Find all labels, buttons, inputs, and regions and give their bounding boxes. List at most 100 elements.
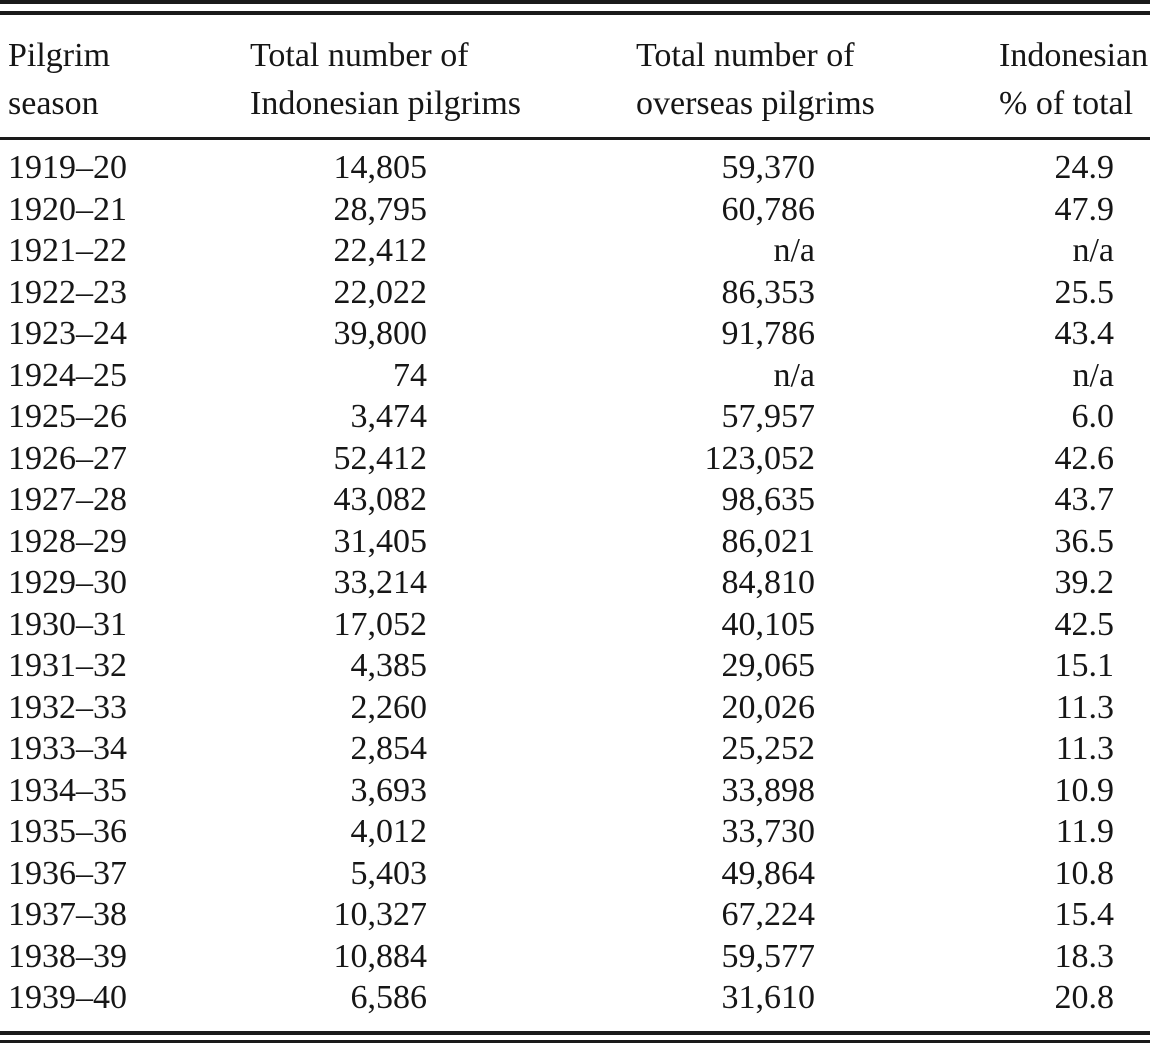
cell-indonesian-pilgrims: 3,474 — [350, 398, 428, 435]
table-row: 1934–35 3,693 33,898 10.9 — [0, 770, 1150, 812]
cell-overseas-pilgrims: 33,730 — [721, 813, 816, 850]
cell-indonesian-pilgrims: 39,800 — [333, 315, 428, 352]
cell-overseas-pilgrims: 57,957 — [721, 398, 816, 435]
table-row: 1939–40 6,586 31,610 20.8 — [0, 977, 1150, 1019]
cell-overseas-pilgrims: 20,026 — [721, 688, 816, 726]
cell-indonesian-pilgrims: 33,214 — [333, 564, 428, 601]
table-row: 1927–28 43,082 98,635 43.7 — [0, 479, 1150, 521]
cell-overseas-pilgrims: 59,577 — [721, 937, 816, 975]
cell-pilgrim-season: 1928–29 — [8, 522, 127, 560]
header-line: Total number of — [636, 37, 855, 74]
header-row: Pilgrim season Total number of Indonesia… — [0, 15, 1150, 140]
table-row: 1933–34 2,854 25,252 11.3 — [0, 728, 1150, 770]
cell-overseas-pilgrims: 33,898 — [721, 771, 816, 809]
table-row: 1925–26 3,474 57,957 6.0 — [0, 396, 1150, 438]
cell-indonesian-pilgrims: 2,854 — [350, 730, 428, 767]
cell-overseas-pilgrims: 84,810 — [721, 564, 816, 601]
header-line: % of total — [999, 85, 1134, 122]
cell-indonesian-percent: 15.1 — [1054, 647, 1115, 684]
bottom-double-rule — [0, 1030, 1150, 1043]
table-row: 1935–36 4,012 33,730 11.9 — [0, 811, 1150, 853]
cell-indonesian-percent: 10.8 — [1054, 854, 1115, 892]
pilgrim-statistics-table: Pilgrim season Total number of Indonesia… — [0, 15, 1150, 1019]
cell-overseas-pilgrims: 98,635 — [721, 481, 816, 518]
cell-indonesian-percent: 25.5 — [1054, 273, 1115, 311]
cell-pilgrim-season: 1924–25 — [8, 356, 127, 394]
cell-indonesian-pilgrims: 31,405 — [333, 522, 428, 560]
cell-pilgrim-season: 1939–40 — [8, 979, 127, 1016]
cell-pilgrim-season: 1938–39 — [8, 937, 127, 975]
cell-pilgrim-season: 1921–22 — [8, 232, 127, 269]
header-line: Indonesian pilgrims — [250, 85, 522, 122]
cell-pilgrim-season: 1934–35 — [8, 771, 127, 809]
cell-indonesian-percent: 11.9 — [1055, 813, 1114, 850]
table-row: 1919–20 14,805 59,370 24.9 — [0, 139, 1150, 189]
cell-pilgrim-season: 1929–30 — [8, 564, 127, 601]
table-row: 1922–23 22,022 86,353 25.5 — [0, 272, 1150, 314]
cell-pilgrim-season: 1927–28 — [8, 481, 127, 518]
cell-indonesian-pilgrims: 14,805 — [333, 149, 428, 186]
table-row: 1928–29 31,405 86,021 36.5 — [0, 521, 1150, 563]
cell-indonesian-pilgrims: 52,412 — [333, 439, 428, 477]
cell-pilgrim-season: 1926–27 — [8, 439, 127, 477]
cell-pilgrim-season: 1922–23 — [8, 273, 127, 311]
cell-indonesian-pilgrims: 6,586 — [350, 979, 428, 1016]
cell-indonesian-percent: 42.5 — [1054, 605, 1115, 643]
header-line: season — [8, 85, 99, 122]
cell-indonesian-percent: n/a — [1072, 232, 1114, 269]
cell-indonesian-pilgrims: 10,327 — [333, 896, 428, 933]
cell-indonesian-pilgrims: 74 — [393, 356, 427, 394]
cell-pilgrim-season: 1937–38 — [8, 896, 127, 933]
cell-indonesian-percent: 24.9 — [1054, 149, 1115, 186]
cell-indonesian-pilgrims: 22,412 — [333, 232, 428, 269]
cell-pilgrim-season: 1932–33 — [8, 688, 127, 726]
cell-pilgrim-season: 1930–31 — [8, 605, 127, 643]
table-row: 1932–33 2,260 20,026 11.3 — [0, 687, 1150, 729]
col-header-indonesian-pilgrims: Total number of Indonesian pilgrims — [250, 15, 522, 140]
cell-indonesian-percent: 15.4 — [1054, 896, 1115, 933]
cell-pilgrim-season: 1933–34 — [8, 730, 127, 767]
cell-overseas-pilgrims: 60,786 — [721, 190, 816, 228]
cell-pilgrim-season: 1920–21 — [8, 190, 127, 228]
cell-overseas-pilgrims: 31,610 — [721, 979, 816, 1016]
cell-indonesian-percent: 10.9 — [1054, 771, 1115, 809]
table-row: 1926–27 52,412 123,052 42.6 — [0, 438, 1150, 480]
cell-overseas-pilgrims: 67,224 — [721, 896, 816, 933]
cell-overseas-pilgrims: 91,786 — [721, 315, 816, 352]
cell-overseas-pilgrims: 86,021 — [721, 522, 816, 560]
table-row: 1920–21 28,795 60,786 47.9 — [0, 189, 1150, 231]
cell-indonesian-percent: 42.6 — [1054, 439, 1115, 477]
table-row: 1936–37 5,403 49,864 10.8 — [0, 853, 1150, 895]
cell-indonesian-pilgrims: 2,260 — [350, 688, 428, 726]
cell-indonesian-percent: 36.5 — [1054, 522, 1115, 560]
table-row: 1938–39 10,884 59,577 18.3 — [0, 936, 1150, 978]
cell-indonesian-percent: 20.8 — [1054, 979, 1115, 1016]
table-row: 1924–25 74 n/a n/a — [0, 355, 1150, 397]
cell-indonesian-percent: 39.2 — [1054, 564, 1115, 601]
cell-indonesian-percent: 11.3 — [1055, 688, 1114, 726]
cell-pilgrim-season: 1936–37 — [8, 854, 127, 892]
cell-indonesian-pilgrims: 4,385 — [350, 647, 428, 684]
cell-indonesian-pilgrims: 4,012 — [350, 813, 428, 850]
cell-indonesian-percent: 43.7 — [1054, 481, 1115, 518]
header-line: overseas pilgrims — [636, 85, 875, 122]
cell-overseas-pilgrims: 59,370 — [721, 149, 816, 186]
table-row: 1921–22 22,412 n/a n/a — [0, 230, 1150, 272]
cell-pilgrim-season: 1919–20 — [8, 149, 127, 186]
header-line: Indonesian — [999, 37, 1149, 74]
col-header-indonesian-percent: Indonesian % of total — [825, 15, 1150, 140]
header-line: Total number of — [250, 37, 469, 74]
cell-overseas-pilgrims: 49,864 — [721, 854, 816, 892]
cell-indonesian-pilgrims: 28,795 — [333, 190, 428, 228]
cell-pilgrim-season: 1935–36 — [8, 813, 127, 850]
cell-overseas-pilgrims: 29,065 — [721, 647, 816, 684]
cell-pilgrim-season: 1925–26 — [8, 398, 127, 435]
table-body: 1919–20 14,805 59,370 24.9 1920–21 28,795 60,7… — [0, 139, 1150, 1019]
cell-indonesian-percent: 47.9 — [1054, 190, 1115, 228]
header-line: Pilgrim — [8, 37, 111, 74]
cell-indonesian-pilgrims: 10,884 — [333, 937, 428, 975]
table-row: 1929–30 33,214 84,810 39.2 — [0, 562, 1150, 604]
cell-indonesian-percent: 6.0 — [1071, 398, 1115, 435]
table-row: 1930–31 17,052 40,105 42.5 — [0, 604, 1150, 646]
cell-indonesian-pilgrims: 22,022 — [333, 273, 428, 311]
